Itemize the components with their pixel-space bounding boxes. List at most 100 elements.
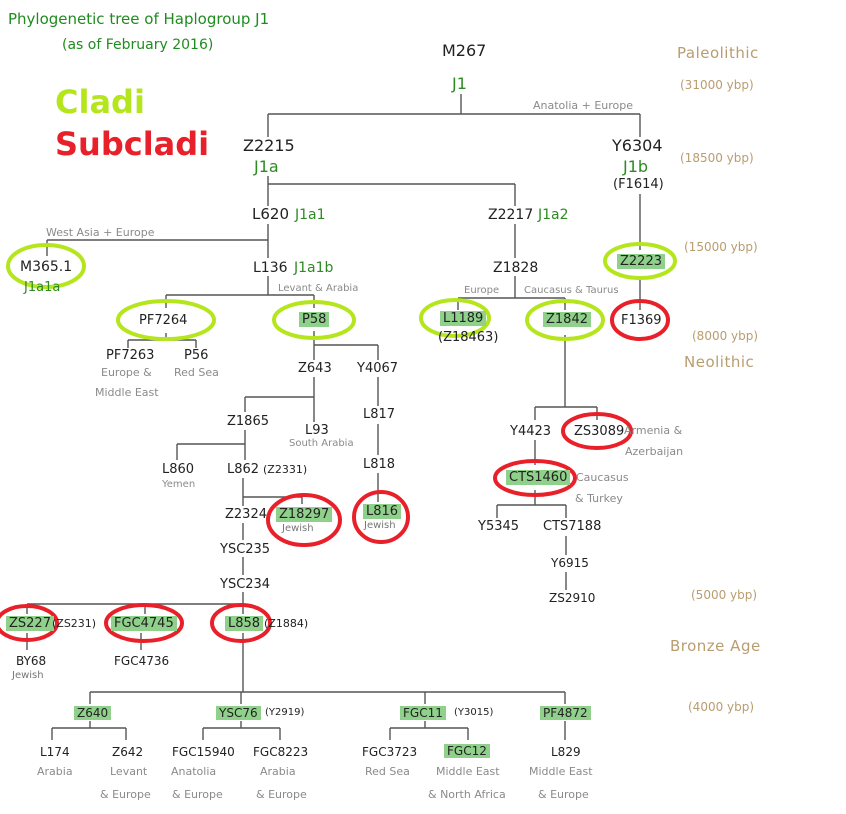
region-me-4: & Europe <box>538 788 589 801</box>
node-z2331: (Z2331) <box>263 463 308 476</box>
region-europe: Europe <box>464 285 500 296</box>
node-z1842: Z1842 <box>543 312 591 327</box>
region-caucasus-taurus: Caucasus & Taurus <box>524 285 619 296</box>
node-fgc15940: FGC15940 <box>172 745 235 759</box>
time-8000: (8000 ybp) <box>692 329 759 343</box>
node-zs227: ZS227 <box>6 616 54 631</box>
region-south-arabia: South Arabia <box>289 438 354 449</box>
region-armenia-1: Armenia & <box>624 424 683 437</box>
time-paleolithic: Paleolithic <box>677 44 759 62</box>
region-arabia-2b: & Europe <box>256 788 307 801</box>
node-z1865: Z1865 <box>227 414 269 429</box>
gloss-jewish-l816: Jewish <box>364 520 396 531</box>
legend-subcladi: Subcladi <box>55 125 210 163</box>
node-ysc76: YSC76 <box>216 706 261 720</box>
cladi-ring-l1189 <box>419 298 491 338</box>
cladi-ring-z2223 <box>603 242 677 280</box>
node-z18297: Z18297 <box>276 507 333 522</box>
node-ysc235: YSC235 <box>220 542 271 557</box>
subcladi-ring-f1369 <box>610 299 670 341</box>
region-red-sea-1: Red Sea <box>174 366 219 379</box>
region-me-1: Middle East <box>436 765 500 778</box>
node-l829: L829 <box>551 745 581 759</box>
node-y4423: Y4423 <box>510 424 552 439</box>
node-z643: Z643 <box>298 361 332 376</box>
node-pf7264: PF7264 <box>139 313 188 328</box>
node-m365: M365.1 <box>20 259 73 275</box>
node-l93: L93 <box>305 423 329 438</box>
node-y3015: (Y3015) <box>454 707 494 718</box>
node-z642: Z642 <box>112 745 144 759</box>
node-l1189: L1189 <box>440 311 487 326</box>
node-l174: L174 <box>40 745 70 759</box>
node-l816: L816 <box>363 504 402 519</box>
node-l818: L818 <box>363 457 396 472</box>
region-anatolia-europe: Anatolia + Europe <box>533 99 634 112</box>
node-y2919: (Y2919) <box>265 707 305 718</box>
node-m267: M267 <box>442 41 487 60</box>
region-me-2: & North Africa <box>428 788 506 801</box>
node-l860: L860 <box>162 462 195 477</box>
clade-j1b: J1b <box>623 157 649 176</box>
node-z2215: Z2215 <box>243 136 295 155</box>
node-z2223: Z2223 <box>617 254 665 269</box>
node-l862: L862 <box>227 462 260 477</box>
time-4000: (4000 ybp) <box>688 700 755 714</box>
region-europe-me-2: Middle East <box>95 386 159 399</box>
region-levant-arabia: Levant & Arabia <box>278 283 359 294</box>
node-z2324: Z2324 <box>225 507 267 522</box>
diagram-title: Phylogenetic tree of Haplogroup J1 <box>8 10 270 28</box>
node-z640: Z640 <box>74 706 112 720</box>
legend-cladi: Cladi <box>55 83 145 121</box>
node-p58: P58 <box>299 312 330 327</box>
region-anatolia-1: Anatolia <box>171 765 217 778</box>
node-fgc4736: FGC4736 <box>114 654 170 668</box>
gloss-jewish-z18297: Jewish <box>282 523 314 534</box>
clade-j1a1a: J1a1a <box>24 280 61 295</box>
node-l817: L817 <box>363 407 396 422</box>
subcladi-ring-z18297 <box>266 493 342 547</box>
node-by68: BY68 <box>16 654 47 668</box>
region-arabia-2a: Arabia <box>260 765 296 778</box>
node-fgc12: FGC12 <box>444 744 490 758</box>
node-fgc3723: FGC3723 <box>362 745 418 759</box>
node-z1884: (Z1884) <box>264 617 309 630</box>
subcladi-ring-cts1460 <box>493 459 577 497</box>
node-z2217: Z2217 <box>488 207 534 223</box>
region-anatolia-2: & Europe <box>172 788 223 801</box>
region-caucasus-2: & Turkey <box>575 492 623 505</box>
time-5000: (5000 ybp) <box>691 588 758 602</box>
region-me-3: Middle East <box>529 765 593 778</box>
region-red-sea-2: Red Sea <box>365 765 410 778</box>
node-y4067: Y4067 <box>357 361 399 376</box>
node-cts1460: CTS1460 <box>506 470 571 485</box>
node-zs231: (ZS231) <box>52 617 97 630</box>
node-l620: L620 <box>252 205 289 223</box>
clade-j1: J1 <box>452 74 467 93</box>
region-arabia-l174: Arabia <box>37 765 73 778</box>
cladi-ring-z1842 <box>525 299 605 341</box>
clade-j1a1b: J1a1b <box>294 260 334 276</box>
time-bronze-age: Bronze Age <box>670 637 761 655</box>
clade-j1a2: J1a2 <box>538 207 569 223</box>
cladi-ring-pf7264 <box>116 299 216 341</box>
region-west-asia: West Asia + Europe <box>46 226 155 239</box>
node-zs3089: ZS3089 <box>574 424 625 439</box>
region-europe-me-1: Europe & <box>101 366 152 379</box>
node-l858: L858 <box>225 616 264 631</box>
time-18500: (18500 ybp) <box>680 151 754 165</box>
subcladi-ring-l858 <box>210 603 272 643</box>
clade-j1a1: J1a1 <box>295 207 326 223</box>
node-f1369: F1369 <box>621 313 662 328</box>
cladi-ring-m365 <box>6 243 86 289</box>
region-armenia-2: Azerbaijan <box>625 445 684 458</box>
region-levant-2: & Europe <box>100 788 151 801</box>
cladi-ring-p58 <box>272 300 356 340</box>
node-fgc4745: FGC4745 <box>111 616 177 631</box>
subcladi-ring-zs227 <box>0 604 59 642</box>
node-pf4872: PF4872 <box>540 706 591 720</box>
time-31000: (31000 ybp) <box>680 78 754 92</box>
node-l136: L136 <box>253 260 288 276</box>
